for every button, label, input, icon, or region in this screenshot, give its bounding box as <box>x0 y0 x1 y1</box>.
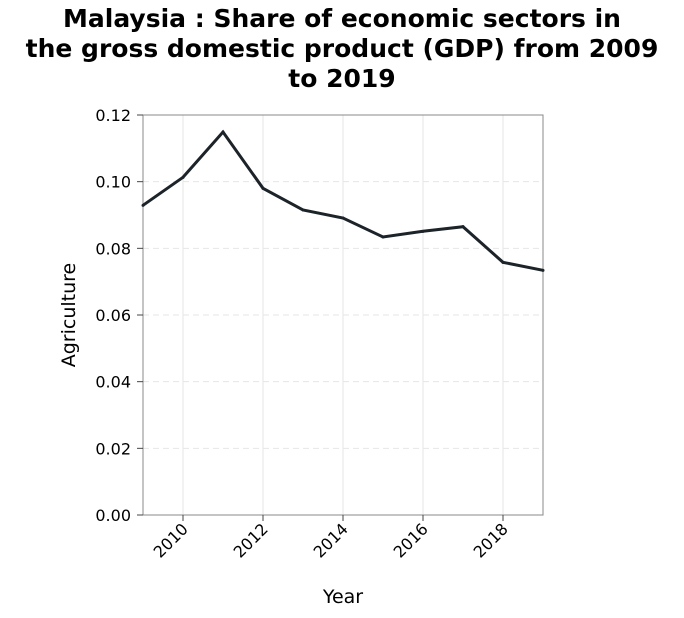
y-axis-label: Agriculture <box>58 263 80 368</box>
y-tick-label: 0.06 <box>95 306 131 325</box>
chart-title-line-2: the gross domestic product (GDP) from 20… <box>25 34 659 63</box>
y-tick-label: 0.10 <box>95 173 131 192</box>
x-axis-label: Year <box>322 586 363 608</box>
chart-title-line-1: Malaysia : Share of economic sectors in <box>63 4 621 33</box>
data-point <box>181 175 185 179</box>
y-tick-label: 0.00 <box>95 506 131 525</box>
tick-layer: 2010 2012 2014 2016 2018 0.00 0.02 0.04 0.06 0.08… <box>95 106 511 562</box>
data-point <box>501 260 505 264</box>
chart-title-line-3: to 2019 <box>288 64 396 93</box>
x-tick-label: 2018 <box>470 519 512 561</box>
y-tick-label: 0.04 <box>95 373 131 392</box>
y-tick-label: 0.08 <box>95 239 131 258</box>
data-point <box>461 225 465 229</box>
data-point <box>221 130 225 134</box>
chart-title: Malaysia : Share of economic sectors in … <box>0 4 684 94</box>
data-point <box>381 235 385 239</box>
data-point <box>341 216 345 220</box>
data-point <box>421 229 425 233</box>
x-tick-label: 2012 <box>230 519 272 561</box>
x-tick-label: 2010 <box>150 519 192 561</box>
y-tick-label: 0.12 <box>95 106 131 125</box>
data-point <box>261 186 265 190</box>
grid-layer <box>143 115 543 515</box>
x-tick-label: 2016 <box>390 519 432 561</box>
series-layer <box>141 129 545 272</box>
data-point <box>301 208 305 212</box>
data-point <box>541 268 545 272</box>
y-tick-label: 0.02 <box>95 439 131 458</box>
x-tick-label: 2014 <box>310 519 352 561</box>
data-point <box>141 203 145 207</box>
